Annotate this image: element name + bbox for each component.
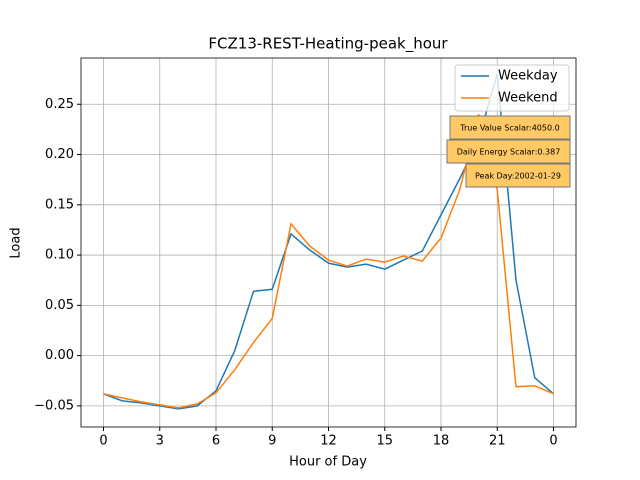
x-tick-label: 21 [489,434,506,449]
x-axis-label: Hour of Day [289,455,367,470]
y-tick-label: 0.00 [45,348,74,363]
annotation-text: Peak Day:2002-01-29 [475,172,561,181]
annotation-box [446,139,571,164]
x-tick-label: 12 [320,434,337,449]
legend-label: Weekend [498,91,558,106]
y-tick-label: 0.10 [45,248,74,263]
x-tick-label: 9 [268,434,276,449]
chart-title: FCZ13-REST-Heating-peak_hour [208,35,448,54]
y-tick-label: 0.05 [45,298,74,313]
x-tick-label: 3 [156,434,164,449]
y-tick-label: 0.25 [45,97,74,112]
line-series [103,114,554,409]
plot-frame [80,57,577,428]
x-tick-label: 15 [376,434,393,449]
annotation-box [449,115,571,140]
y-tick-label: 0.20 [45,147,74,162]
x-tick-label: 18 [433,434,450,449]
annotation-text: True Value Scalar:4050.0 [459,124,559,133]
x-tick-label: 6 [212,434,220,449]
y-tick-label: 0.15 [45,197,74,212]
annotation-text: Daily Energy Scalar:0.387 [457,148,561,157]
x-tick-label: 0 [549,434,557,449]
legend-label: Weekday [498,69,558,84]
y-axis-label: Load [9,227,24,258]
x-tick-label: 0 [99,434,107,449]
annotation-box [465,163,571,188]
y-tick-label: −0.05 [34,398,74,413]
